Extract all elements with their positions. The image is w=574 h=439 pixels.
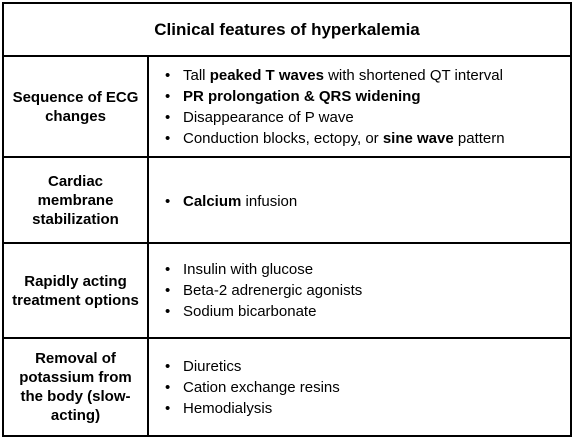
row-label-membrane-stabilization: Cardiac membrane stabilization bbox=[4, 158, 149, 242]
row-content-rapid-treatment: Insulin with glucose Beta-2 adrenergic a… bbox=[149, 244, 570, 337]
row-label-ecg-changes: Sequence of ECG changes bbox=[4, 57, 149, 156]
row-content-ecg-changes: Tall peaked T waves with shortened QT in… bbox=[149, 57, 570, 156]
list-item: Disappearance of P wave bbox=[165, 107, 505, 128]
row-content-potassium-removal: Diuretics Cation exchange resins Hemodia… bbox=[149, 339, 570, 435]
list-item: Beta-2 adrenergic agonists bbox=[165, 280, 362, 301]
potassium-removal-list: Diuretics Cation exchange resins Hemodia… bbox=[165, 356, 340, 419]
list-item: Calcium infusion bbox=[165, 191, 297, 212]
table-row-membrane-stabilization: Cardiac membrane stabilization Calcium i… bbox=[4, 158, 570, 244]
membrane-stabilization-list: Calcium infusion bbox=[165, 191, 297, 212]
table-row-rapid-treatment: Rapidly acting treatment options Insulin… bbox=[4, 244, 570, 339]
row-content-membrane-stabilization: Calcium infusion bbox=[149, 158, 570, 242]
row-label-potassium-removal: Removal of potassium from the body (slow… bbox=[4, 339, 149, 435]
list-item: Insulin with glucose bbox=[165, 259, 362, 280]
list-item: Conduction blocks, ectopy, or sine wave … bbox=[165, 128, 505, 149]
list-item: Tall peaked T waves with shortened QT in… bbox=[165, 65, 505, 86]
table-row-potassium-removal: Removal of potassium from the body (slow… bbox=[4, 339, 570, 435]
row-label-rapid-treatment: Rapidly acting treatment options bbox=[4, 244, 149, 337]
rapid-treatment-list: Insulin with glucose Beta-2 adrenergic a… bbox=[165, 259, 362, 322]
list-item: Cation exchange resins bbox=[165, 377, 340, 398]
table-title: Clinical features of hyperkalemia bbox=[4, 4, 570, 57]
list-item: Hemodialysis bbox=[165, 398, 340, 419]
list-item: Diuretics bbox=[165, 356, 340, 377]
ecg-changes-list: Tall peaked T waves with shortened QT in… bbox=[165, 65, 505, 149]
list-item: Sodium bicarbonate bbox=[165, 301, 362, 322]
table-row-ecg-changes: Sequence of ECG changes Tall peaked T wa… bbox=[4, 57, 570, 158]
list-item: PR prolongation & QRS widening bbox=[165, 86, 505, 107]
